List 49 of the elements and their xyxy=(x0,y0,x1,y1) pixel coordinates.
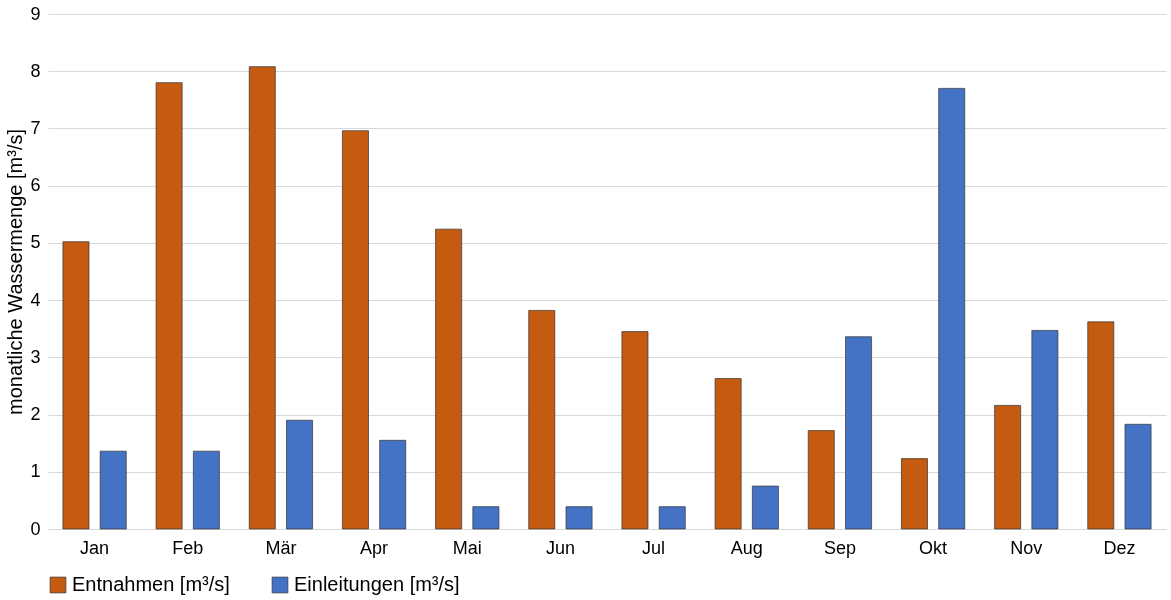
y-tick-label: 7 xyxy=(30,117,41,138)
bar xyxy=(62,241,90,530)
y-tick-label: 9 xyxy=(30,3,41,24)
bar xyxy=(845,336,872,530)
bar xyxy=(621,331,649,530)
bar xyxy=(658,506,686,530)
legend-label: Einleitungen [m³/s] xyxy=(294,573,460,595)
x-tick-label: Jun xyxy=(545,537,575,558)
bar xyxy=(938,88,966,530)
x-tick-label: Mär xyxy=(265,537,297,558)
x-tick-label: Okt xyxy=(919,537,948,558)
x-tick-label: Sep xyxy=(823,537,856,558)
y-axis-title: monatliche Wassermenge [m³/s] xyxy=(4,128,27,416)
bar xyxy=(1031,330,1059,530)
bar xyxy=(994,405,1022,530)
x-tick-label: Jul xyxy=(642,537,666,558)
bar xyxy=(99,450,127,530)
bar xyxy=(472,506,500,530)
x-tick-label: Dez xyxy=(1103,537,1136,558)
x-tick-label: Apr xyxy=(360,537,389,558)
bar xyxy=(528,310,556,530)
bar xyxy=(286,419,313,530)
y-tick-label: 3 xyxy=(30,346,41,367)
y-tick-label: 8 xyxy=(30,60,41,81)
x-tick-label: Feb xyxy=(172,537,204,558)
bar xyxy=(714,378,742,530)
bar xyxy=(565,506,593,530)
bar xyxy=(901,458,928,530)
bar xyxy=(248,66,276,530)
y-tick-label: 5 xyxy=(30,232,41,253)
y-tick-label: 4 xyxy=(30,289,41,310)
bar xyxy=(342,130,369,530)
bar xyxy=(1087,321,1115,530)
bar xyxy=(1124,423,1152,530)
bar xyxy=(192,450,220,530)
y-tick-label: 1 xyxy=(30,461,41,482)
x-tick-label: Jan xyxy=(80,537,110,558)
y-tick-label: 6 xyxy=(30,175,41,196)
bar xyxy=(155,82,183,530)
x-tick-label: Aug xyxy=(730,537,763,558)
bar xyxy=(751,485,779,530)
bar xyxy=(435,228,463,530)
y-tick-label: 0 xyxy=(30,518,41,539)
bar xyxy=(379,439,407,530)
y-tick-label: 2 xyxy=(30,404,41,425)
x-tick-label: Mai xyxy=(452,537,482,558)
bar xyxy=(807,430,835,530)
x-tick-label: Nov xyxy=(1010,537,1043,558)
legend-label: Entnahmen [m³/s] xyxy=(72,573,230,595)
